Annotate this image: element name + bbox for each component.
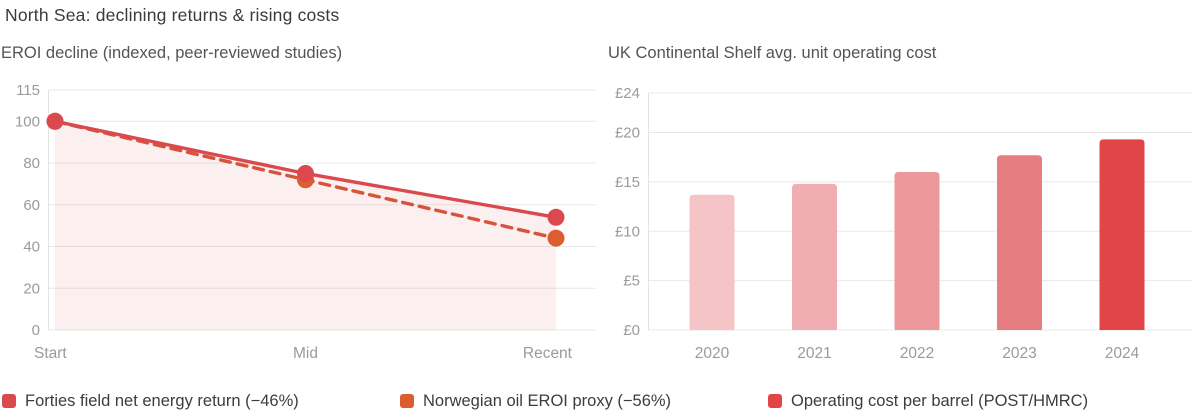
y-tick-label: 80 — [23, 155, 40, 172]
forties-point-start — [46, 112, 64, 130]
opex-chart-title: UK Continental Shelf avg. unit operating… — [608, 44, 937, 62]
y-tick-label: 115 — [16, 82, 40, 99]
y-tick-label: 40 — [23, 239, 40, 256]
forties-point-recent — [547, 208, 565, 226]
x-axis-label: 2023 — [1002, 345, 1036, 362]
y-tick-label: £0 — [623, 322, 640, 339]
forties-point-mid — [297, 164, 314, 182]
forties-area-fill — [55, 121, 556, 330]
y-tick-label: £10 — [615, 223, 640, 240]
bar-2020 — [689, 194, 735, 330]
legend-label-opex: Operating cost per barrel (POST/HMRC) — [791, 391, 1089, 410]
x-axis-label: 2020 — [695, 345, 730, 362]
x-axis-label: Start — [34, 345, 67, 362]
chart-legend: Forties field net energy return (−46%) N… — [0, 386, 1199, 418]
norwegian-swatch-icon — [400, 394, 414, 408]
x-axis-label: Mid — [293, 345, 318, 362]
y-tick-label: 100 — [15, 113, 40, 130]
opex-bar-chart: £0 £5 £10 £15 £20 £24 2020 2021 2022 2023 2024 — [615, 85, 1192, 362]
bar-2021 — [792, 183, 837, 330]
legend-label-norwegian: Norwegian oil EROI proxy (−56%) — [423, 391, 672, 410]
norwegian-point-recent — [547, 229, 565, 247]
eroi-line-chart: 0 20 40 60 80 100 115 Start Mid Recent — [15, 82, 596, 362]
x-axis-label: 2022 — [900, 345, 934, 362]
x-axis-label: 2024 — [1105, 345, 1140, 362]
page-title: North Sea: declining returns & rising co… — [5, 5, 340, 25]
opex-swatch-icon — [768, 394, 782, 408]
bar-2023 — [997, 155, 1042, 330]
legend-label-forties: Forties field net energy return (−46%) — [25, 391, 299, 410]
eroi-chart-title: EROI decline (indexed, peer-reviewed stu… — [1, 44, 343, 62]
y-tick-label: £24 — [615, 85, 640, 102]
y-tick-label: £15 — [615, 174, 640, 191]
x-axis-label: 2021 — [797, 345, 831, 362]
y-tick-label: £5 — [623, 273, 640, 290]
legend-item-forties[interactable]: Forties field net energy return (−46%) — [2, 388, 299, 414]
forties-swatch-icon — [2, 394, 16, 408]
bar-2022 — [894, 172, 940, 330]
y-tick-label: 0 — [32, 322, 40, 339]
bar-2024 — [1099, 139, 1145, 330]
x-axis-label: Recent — [523, 345, 573, 362]
legend-item-norwegian[interactable]: Norwegian oil EROI proxy (−56%) — [400, 388, 671, 414]
legend-item-opex[interactable]: Operating cost per barrel (POST/HMRC) — [768, 388, 1088, 414]
y-tick-label: £20 — [615, 125, 640, 142]
y-tick-label: 20 — [23, 280, 40, 297]
y-tick-label: 60 — [23, 197, 40, 214]
